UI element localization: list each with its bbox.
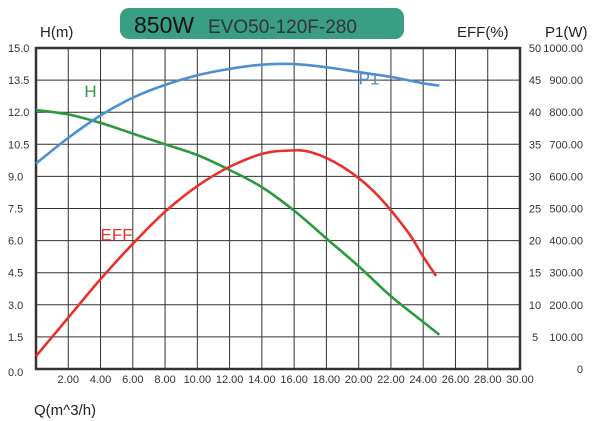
- plot-frame: [34, 46, 522, 371]
- y-left-tick-label: 4.5: [8, 268, 23, 280]
- x-tick-label: 4.00: [90, 374, 111, 386]
- y-eff-tick-label: 30: [529, 171, 541, 183]
- x-tick-label: 26.00: [442, 374, 470, 386]
- title-power: 850W: [134, 12, 194, 38]
- y-eff-tick-label: 45: [529, 75, 541, 87]
- y-left-tick-label: 15.0: [8, 43, 29, 55]
- title-model: EVO50-120F-280: [208, 17, 357, 38]
- y-eff-tick-label: 15: [529, 268, 541, 280]
- y-p1-label: P1(W): [545, 24, 588, 41]
- y-p1-tick-label: 800.00: [549, 107, 583, 119]
- y-left-tick-label: 12.0: [8, 107, 29, 119]
- title-badge: [120, 8, 404, 39]
- y-eff-tick-label: 10: [529, 300, 541, 312]
- series-line-p1: [35, 62, 440, 165]
- y-eff-tick-label: 35: [529, 139, 541, 151]
- y-eff-tick-label: 5: [532, 332, 538, 344]
- y-left-tick-label: 1.5: [8, 332, 23, 344]
- y-eff-tick-label: 40: [529, 107, 541, 119]
- x-tick-label: 16.00: [280, 374, 308, 386]
- y-eff-tick-label: 50: [529, 43, 541, 55]
- x-tick-label: 18.00: [313, 374, 341, 386]
- y-left-tick-label: 3.0: [8, 300, 23, 312]
- series-label-p1: P1: [359, 70, 380, 89]
- x-tick-label: 20.00: [345, 374, 373, 386]
- y-eff-tick-label: 25: [529, 204, 541, 216]
- x-tick-label: 24.00: [409, 374, 437, 386]
- y-p1-tick-label: 0: [577, 364, 583, 376]
- y-left-label: H(m): [40, 24, 73, 41]
- y-p1-tick-label: 500.00: [549, 204, 583, 216]
- x-tick-label: 6.00: [122, 374, 143, 386]
- x-tick-label: 2.00: [58, 374, 79, 386]
- x-tick-label: 22.00: [377, 374, 405, 386]
- y-p1-tick-label: 900.00: [549, 75, 583, 87]
- y-left-tick-label: 7.5: [8, 204, 23, 216]
- y-left-tick-label: 0.0: [8, 367, 23, 379]
- x-tick-label: 14.00: [248, 374, 276, 386]
- x-tick-label: 8.00: [154, 374, 175, 386]
- series-label-h: H: [84, 82, 96, 101]
- x-tick-label: 10.00: [184, 374, 212, 386]
- y-p1-tick-label: 300.00: [549, 268, 583, 280]
- y-left-tick-label: 9.0: [8, 171, 23, 183]
- y-p1-tick-label: 200.00: [549, 300, 583, 312]
- y-p1-tick-label: 600.00: [549, 171, 583, 183]
- y-left-tick-label: 6.0: [8, 236, 23, 248]
- y-left-tick-label: 13.5: [8, 75, 29, 87]
- y-p1-tick-label: 1000.00: [543, 43, 583, 55]
- x-tick-label: 30.00: [506, 374, 534, 386]
- y-eff-tick-label: 20: [529, 236, 541, 248]
- x-axis-label: Q(m^3/h): [34, 402, 96, 419]
- y-p1-tick-label: 700.00: [549, 139, 583, 151]
- y-p1-tick-label: 400.00: [549, 236, 583, 248]
- series-line-eff: [35, 148, 438, 357]
- x-tick-label: 28.00: [474, 374, 502, 386]
- y-p1-tick-label: 100.00: [549, 332, 583, 344]
- series-label-eff: EFF: [101, 226, 133, 245]
- y-left-tick-label: 10.5: [8, 139, 29, 151]
- y-eff-label: EFF(%): [457, 24, 509, 41]
- series-line-h: [35, 108, 441, 336]
- x-tick-label: 12.00: [216, 374, 244, 386]
